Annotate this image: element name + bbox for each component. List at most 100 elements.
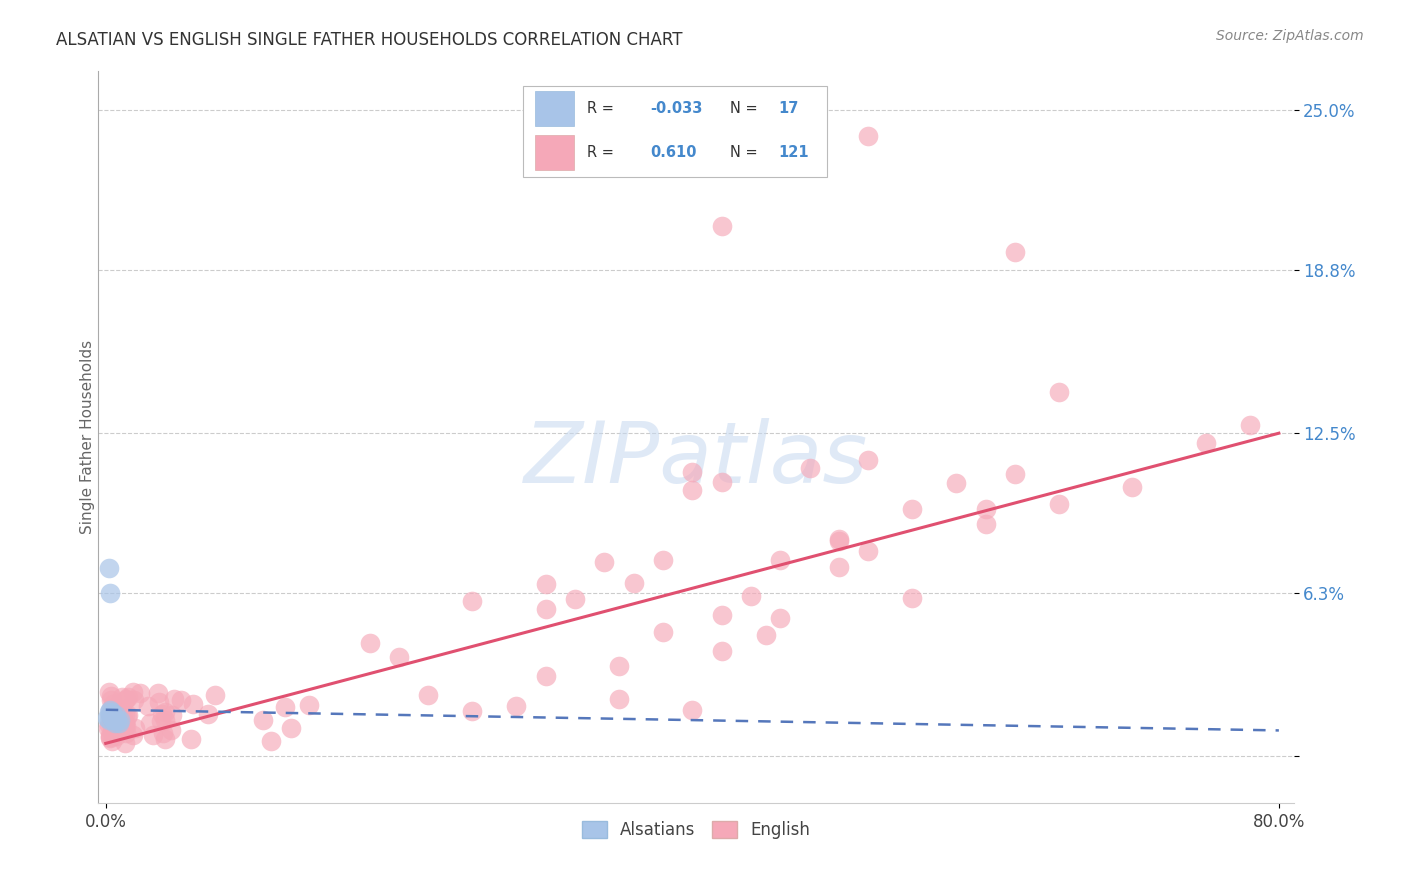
Point xyxy=(101,728,124,742)
Point xyxy=(593,555,616,569)
Point xyxy=(710,475,733,490)
Point xyxy=(104,729,127,743)
Point xyxy=(114,736,136,750)
Point xyxy=(98,730,121,744)
Point xyxy=(98,731,121,745)
Point xyxy=(681,483,703,497)
Point xyxy=(710,219,733,234)
Point xyxy=(505,698,527,713)
Point xyxy=(107,713,129,727)
Point xyxy=(945,475,967,490)
Point xyxy=(146,685,169,699)
Point xyxy=(418,688,440,702)
Point xyxy=(298,698,321,712)
Point xyxy=(101,697,124,711)
Point xyxy=(100,693,122,707)
Point xyxy=(828,532,851,546)
Point xyxy=(101,716,124,731)
Point xyxy=(98,728,121,742)
Point xyxy=(142,728,165,742)
Point xyxy=(103,707,125,722)
Point xyxy=(100,710,122,724)
Point xyxy=(153,706,176,720)
Point xyxy=(98,586,121,600)
Point xyxy=(111,690,134,704)
Point xyxy=(101,707,124,722)
Point xyxy=(103,715,125,730)
Point xyxy=(100,706,122,720)
Point xyxy=(98,685,121,699)
Point xyxy=(104,700,127,714)
Point xyxy=(1004,245,1026,260)
Point xyxy=(98,703,121,717)
Point xyxy=(112,709,135,723)
Point xyxy=(1047,497,1070,511)
Point xyxy=(652,553,675,567)
Point xyxy=(103,700,125,714)
Point xyxy=(103,720,125,734)
Point xyxy=(769,553,792,567)
Point xyxy=(110,713,132,727)
Point xyxy=(160,708,183,723)
Point xyxy=(252,713,274,727)
Point xyxy=(769,611,792,625)
Point xyxy=(111,720,134,734)
Point xyxy=(97,721,120,735)
Point xyxy=(97,560,120,574)
Legend: Alsatians, English: Alsatians, English xyxy=(575,814,817,846)
Point xyxy=(1121,480,1143,494)
Point xyxy=(1047,384,1070,399)
Point xyxy=(122,727,145,741)
Point xyxy=(103,723,125,738)
Point xyxy=(170,693,193,707)
Point xyxy=(104,718,127,732)
Point xyxy=(1194,436,1216,450)
Text: ALSATIAN VS ENGLISH SINGLE FATHER HOUSEHOLDS CORRELATION CHART: ALSATIAN VS ENGLISH SINGLE FATHER HOUSEH… xyxy=(56,31,683,49)
Point xyxy=(274,699,297,714)
Point xyxy=(97,713,120,727)
Point xyxy=(101,713,124,727)
Point xyxy=(122,693,145,707)
Point xyxy=(152,726,174,740)
Point xyxy=(858,453,880,467)
Point xyxy=(681,702,703,716)
Point xyxy=(181,698,204,712)
Point xyxy=(115,719,138,733)
Point xyxy=(114,716,136,731)
Point xyxy=(100,715,122,730)
Point xyxy=(828,534,851,549)
Point xyxy=(100,689,122,703)
Point xyxy=(117,690,139,704)
Point xyxy=(139,716,162,731)
Point xyxy=(114,718,136,732)
Point xyxy=(148,695,170,709)
Point xyxy=(607,692,630,706)
Point xyxy=(129,685,152,699)
Point xyxy=(260,734,283,748)
Point xyxy=(388,650,411,665)
Point xyxy=(117,707,139,722)
Point xyxy=(901,501,924,516)
Point xyxy=(115,692,138,706)
Point xyxy=(108,702,131,716)
Point xyxy=(534,669,557,683)
Point xyxy=(103,710,125,724)
Point xyxy=(100,702,122,716)
Text: Source: ZipAtlas.com: Source: ZipAtlas.com xyxy=(1216,29,1364,43)
Point xyxy=(98,707,121,722)
Point xyxy=(150,707,173,722)
Point xyxy=(534,601,557,615)
Point xyxy=(108,715,131,730)
Point xyxy=(153,713,176,727)
Point xyxy=(607,658,630,673)
Point xyxy=(162,691,184,706)
Point xyxy=(564,591,586,606)
Point xyxy=(1004,467,1026,481)
Point xyxy=(100,720,122,734)
Point xyxy=(858,128,880,143)
Point xyxy=(115,725,138,739)
Point xyxy=(799,461,821,475)
Point xyxy=(103,706,125,720)
Point xyxy=(1239,417,1261,432)
Point xyxy=(534,577,557,591)
